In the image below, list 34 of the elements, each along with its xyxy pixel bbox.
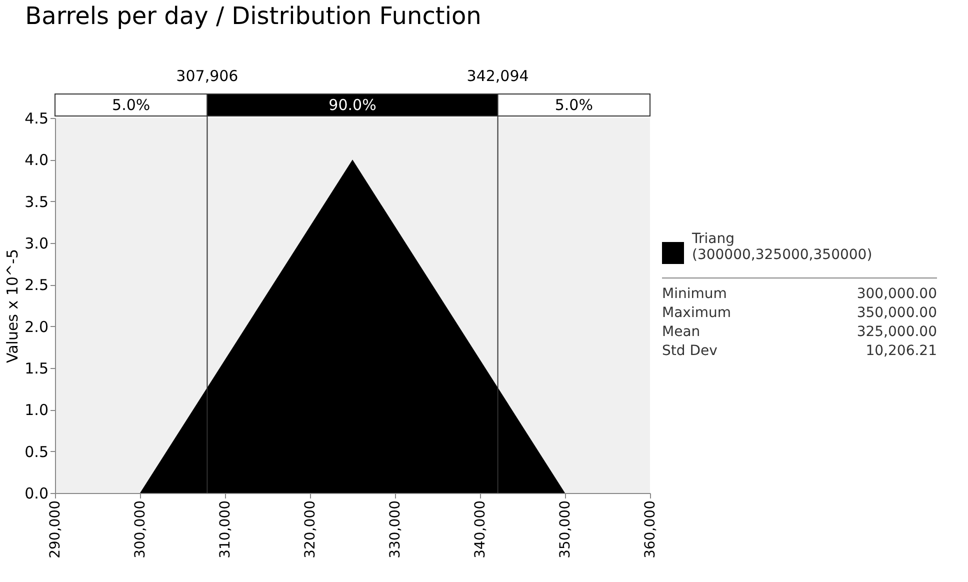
- text: 5.0%: [554, 96, 593, 114]
- y-tick-label: 2.5: [24, 276, 48, 294]
- x-tick-label: 340,000: [472, 500, 488, 558]
- x-tick-label: 310,000: [218, 500, 234, 558]
- text: Minimum: [662, 286, 727, 302]
- y-tick-label: 3.5: [24, 192, 48, 211]
- y-tick-label: 4.0: [24, 151, 48, 170]
- y-tick-label: 0.5: [24, 442, 48, 461]
- ref-line-label: 307,906: [176, 67, 238, 85]
- y-tick-label: 4.5: [24, 110, 48, 128]
- text: Mean: [662, 324, 700, 340]
- y-axis-title: Values x 10^-5: [4, 248, 22, 364]
- text: Maximum: [662, 305, 731, 321]
- text: 300,000.00: [856, 286, 937, 302]
- text: Std Dev: [662, 343, 718, 359]
- text: 10,206.21: [866, 343, 937, 359]
- x-tick-label: 350,000: [558, 500, 574, 558]
- text: 90.0%: [328, 96, 376, 114]
- x-tick-label: 330,000: [388, 500, 404, 558]
- text: 350,000.00: [856, 305, 937, 321]
- x-tick-label: 320,000: [302, 500, 318, 558]
- y-tick-label: 1.0: [24, 401, 48, 420]
- text: 325,000.00: [856, 324, 937, 340]
- x-tick-label: 360,000: [642, 500, 658, 558]
- y-tick-label: 0.0: [24, 484, 48, 502]
- text: 5.0%: [112, 96, 150, 114]
- legend-label: Triang (300000,325000,350000): [691, 231, 872, 263]
- ref-line-label: 342,094: [466, 67, 529, 85]
- x-tick-label: 300,000: [132, 500, 148, 558]
- y-tick-label: 2.0: [24, 318, 48, 336]
- y-tick-label: 3.0: [24, 234, 48, 252]
- chart-title: Barrels per day / Distribution Function: [25, 2, 482, 30]
- y-tick-label: 1.5: [24, 360, 48, 378]
- x-tick-label: 290,000: [48, 500, 64, 558]
